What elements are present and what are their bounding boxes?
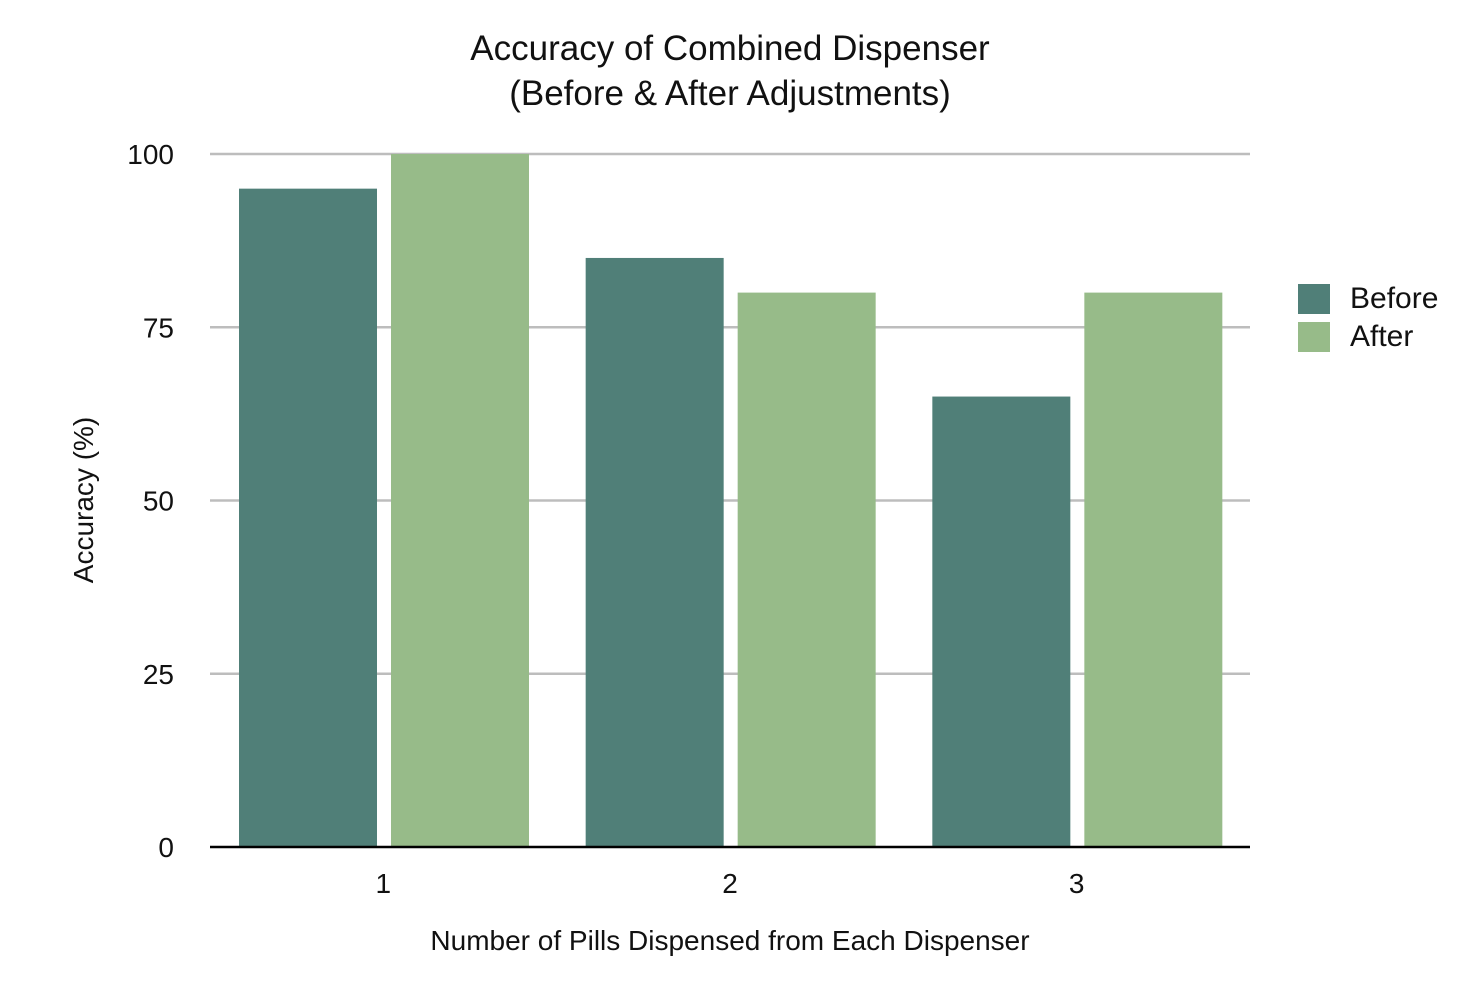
bar-after-1 xyxy=(391,154,529,847)
bars xyxy=(239,154,1223,848)
legend-item-after: After xyxy=(1298,320,1414,353)
bar-before-3 xyxy=(932,396,1071,847)
bar-after-3 xyxy=(1084,292,1223,848)
gridlines xyxy=(210,152,1250,675)
bar-after-2 xyxy=(737,292,876,848)
x-tick-labels: 1 2 3 xyxy=(376,868,1085,899)
y-tick-labels: 0 25 50 75 100 xyxy=(127,139,174,863)
legend-item-before: Before xyxy=(1298,282,1439,315)
y-tick-label: 75 xyxy=(143,312,174,343)
bar-before-1 xyxy=(239,188,377,847)
legend-swatch-after xyxy=(1298,322,1330,352)
y-tick-label: 100 xyxy=(127,139,174,170)
y-tick-label: 25 xyxy=(143,659,174,690)
legend-swatch-before xyxy=(1298,284,1330,314)
x-axis-label: Number of Pills Dispensed from Each Disp… xyxy=(430,925,1029,956)
bar-before-2 xyxy=(585,257,724,847)
chart-subtitle: (Before & After Adjustments) xyxy=(509,74,951,113)
y-tick-label: 0 xyxy=(158,832,174,863)
y-tick-label: 50 xyxy=(143,486,174,517)
x-tick-label: 3 xyxy=(1069,868,1085,899)
legend-label-before: Before xyxy=(1350,282,1439,315)
legend-label-after: After xyxy=(1350,320,1414,353)
y-axis-label: Accuracy (%) xyxy=(68,417,99,583)
x-tick-label: 1 xyxy=(376,868,392,899)
x-tick-label: 2 xyxy=(722,868,738,899)
chart-title: Accuracy of Combined Dispenser xyxy=(470,29,990,68)
